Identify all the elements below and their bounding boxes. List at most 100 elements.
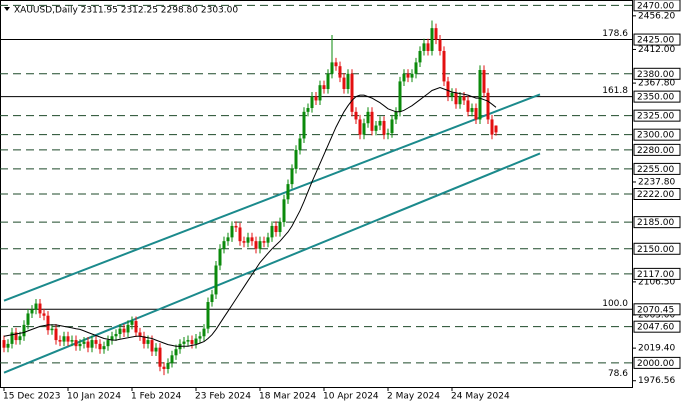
candle-body [230,225,234,238]
fib-label: 178.6 [602,29,628,39]
candle-body [90,340,94,348]
candle-body [134,321,138,333]
candle-body [238,227,242,242]
candle-body [494,125,498,133]
level-label: 2150.00 [637,245,674,255]
chart-title: XAUUSD,Daily 2311.95 2312.25 2298.80 230… [14,6,238,16]
x-tick-label: 24 May 2024 [451,392,510,402]
y-tick-label: 2367.80 [638,79,675,89]
y-tick-label: 2063.00 [638,310,675,320]
candle-body [486,92,490,120]
level-label-box [633,33,681,46]
candle-body [46,315,50,331]
level-label: 2047.60 [637,323,674,333]
candle-body [254,241,258,249]
level-label: 2380.00 [637,70,674,80]
candle-body [242,241,246,243]
candle-body [394,111,398,120]
level-label: 2280.00 [637,146,674,156]
candle-body [122,328,126,333]
level-label: 2070.45 [637,305,674,315]
candle-body [62,336,66,342]
level-label-box [633,143,681,156]
candle-body [102,346,106,350]
candle-body [342,77,346,90]
x-tick-label: 10 Apr 2024 [323,392,379,402]
candle-body [446,81,450,97]
candle-body [474,108,478,120]
candle-body [190,340,194,344]
candle-body [482,69,486,93]
y-tick-label: 2237.80 [638,177,675,187]
level-label: 2470.00 [637,1,674,11]
candle-body [418,50,422,63]
candle-body [386,133,390,135]
candle-body [42,313,46,316]
candle-body [262,241,266,243]
candle-body [478,69,482,120]
level-label: 2222.00 [637,190,674,200]
candle-body [306,108,310,112]
candle-body [334,62,338,67]
candle-body [94,340,98,344]
candle-body [274,225,278,233]
candle-body [154,347,158,352]
candle-body [222,241,226,249]
level-label-box [633,109,681,122]
level-label-box [633,320,681,333]
candle-body [362,123,366,135]
candle-body [426,43,430,51]
candle-body [30,309,34,314]
candle-body [266,237,270,243]
candle-body [142,336,146,344]
candle-body [370,111,374,131]
level-label-box [633,356,681,369]
moving-average [3,86,497,347]
candle-body [66,336,70,342]
fib-label: 161.8 [602,86,628,96]
candle-body [78,343,82,347]
candle-body [186,340,190,342]
candle-body [450,92,454,97]
candle-body [318,85,322,101]
candle-body [490,119,494,135]
candle-body [74,340,78,347]
candle-body [354,111,358,120]
y-tick-label: 2412.00 [638,45,675,55]
candle-body [290,168,294,185]
candle-body [26,313,30,325]
title-icon [4,7,10,11]
candle-body [174,349,178,356]
candle-body [330,62,334,74]
candle-body [438,39,442,51]
level-label-box [633,90,681,103]
candle-body [14,332,18,341]
candle-body [310,96,314,109]
trend-line [3,93,541,302]
candle-body [34,303,38,310]
y-tick-label: 2106.50 [638,277,675,287]
candle-body [106,340,110,347]
candle-body [282,199,286,223]
candle-body [234,225,238,228]
level-label: 2117.00 [637,270,674,280]
candle-body [86,341,90,348]
candle-body [358,119,362,135]
candle-body [430,28,434,51]
candle-body [410,73,414,78]
candle-body [366,111,370,124]
candle-body [70,340,74,342]
candle-body [338,66,342,78]
candle-body [454,92,458,105]
candle-body [302,111,306,139]
candle-body [218,248,222,266]
candle-body [50,328,54,331]
candle-body [322,85,326,90]
level-label-box [633,67,681,80]
candle-body [138,332,142,337]
level-label: 2185.00 [637,218,674,228]
candle-body [326,73,330,90]
candle-body [458,96,462,105]
candle-body [6,343,10,348]
